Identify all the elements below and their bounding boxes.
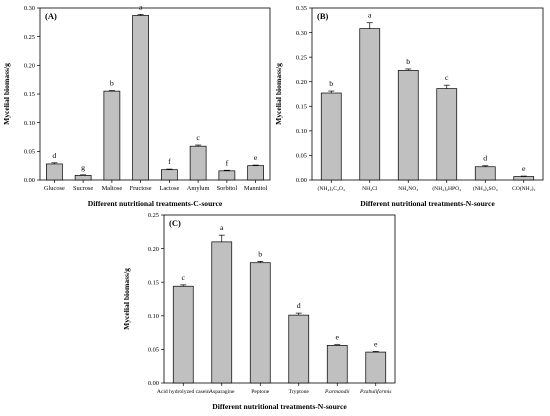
bar [326,345,348,384]
bar [189,145,207,181]
y-tick-label: 0.05 [148,347,159,354]
significance-letter: a [139,2,143,11]
significance-letter: e [522,164,526,173]
x-tick-label: Sorbitol [217,185,238,192]
x-axis-title: Different nutritional treatments-C-sourc… [88,199,223,208]
y-tick-label: 0.10 [148,313,159,320]
bar [513,176,535,181]
significance-letter: b [329,79,333,88]
significance-letter: e [336,333,340,342]
x-tick-label: CO(NH₂)₂ [512,185,536,192]
x-tick-label: NH₄Cl [362,186,378,192]
x-tick-label: Glucose [44,185,65,192]
x-tick-label: P.tabuliformis [359,388,391,395]
y-tick-label: 0.15 [148,279,159,286]
x-tick-label: Acid hydrolyzed casein [157,389,210,395]
bar [397,70,419,181]
plot-frame [39,7,271,181]
x-tick-label: Tryptone [289,389,310,395]
bar [211,241,233,384]
bar [74,175,92,181]
x-tick-label: (NH₄)₂HPO₄ [432,185,461,192]
x-tick-label: Amylum [187,185,210,192]
y-tick-label: 0.25 [296,54,307,61]
panel-label: (C) [169,218,181,228]
panel-label: (A) [45,11,57,21]
x-tick-label: Peptone [251,389,270,395]
y-tick-label: 0.15 [24,91,35,98]
x-tick-label: (NH₄)₂C₂O₄ [318,185,345,192]
bar [218,170,236,181]
y-tick-label: 0.15 [296,103,307,110]
significance-letter: b [406,57,410,66]
y-tick-label: 0.25 [148,212,159,219]
x-tick-label: Sucrose [73,185,93,192]
significance-letter: f [168,157,171,166]
bar [172,285,194,384]
y-tick-label: 0.05 [296,153,307,160]
x-tick-label: P.armandii [324,389,350,395]
bar [103,90,121,181]
significance-letter: e [254,153,258,162]
significance-letter: a [368,11,372,20]
y-axis-title: Mycelial biomass/g [2,63,11,125]
significance-letter: c [182,273,186,282]
panel-label: (B) [317,11,329,21]
significance-letter: a [220,223,224,232]
y-tick-label: 0.20 [24,63,35,70]
x-tick-label: (NH₄)₂SO₄ [473,185,498,192]
plot-frame [163,214,396,384]
y-axis-title: Mycelial biomass/g [274,63,283,125]
x-tick-label: Mannitol [244,185,268,192]
x-axis-title: Different nutritional treatments-N-sourc… [360,199,495,208]
x-tick-label: Maltose [102,185,123,192]
bar [320,92,342,181]
plot-frame [311,7,544,181]
bar [359,28,381,181]
x-tick-label: NH₄NO₃ [398,186,418,192]
significance-letter: b [110,79,114,88]
significance-letter: g [81,163,85,172]
y-tick-label: 0.00 [148,380,159,387]
y-tick-label: 0.10 [24,120,35,127]
y-tick-label: 0.30 [296,30,307,37]
x-tick-label: Fructose [130,185,152,192]
bar [247,165,264,181]
y-tick-label: 0.25 [24,34,35,41]
bar [46,163,63,181]
significance-letter: b [258,249,262,258]
significance-letter: c [196,133,200,142]
y-tick-label: 0.20 [148,246,159,253]
y-axis-title: Mycelial biomass/g [122,268,131,330]
bar [249,262,271,384]
y-tick-label: 0.00 [296,177,307,184]
bar [161,169,178,181]
y-tick-label: 0.00 [24,177,35,184]
significance-letter: c [445,73,449,82]
bar [474,166,496,181]
significance-letter: d [297,301,301,310]
bar [132,15,149,181]
y-tick-label: 0.35 [296,5,307,12]
x-axis-title: Different nutritional treatments-N-sourc… [212,402,347,411]
y-tick-label: 0.05 [24,149,35,156]
bar [288,314,310,384]
significance-letter: f [226,158,229,167]
y-tick-label: 0.10 [296,128,307,135]
y-tick-label: 0.20 [296,79,307,86]
bar [365,351,387,384]
y-tick-label: 0.30 [24,5,35,12]
x-tick-label: Lactose [159,185,179,192]
significance-letter: d [483,154,487,163]
significance-letter: d [52,151,56,160]
significance-letter: e [374,339,378,348]
x-tick-label: Asparagine [209,389,235,395]
bar [436,88,458,181]
